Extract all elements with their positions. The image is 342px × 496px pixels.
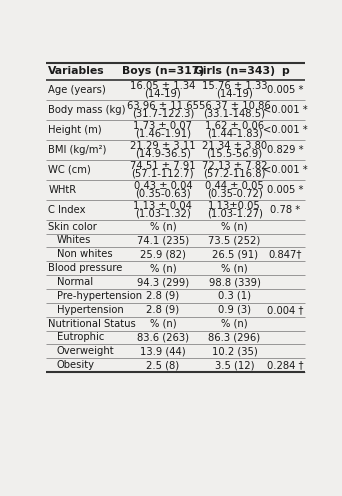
Text: % (n): % (n) [221,263,248,273]
Text: 2.8 (9): 2.8 (9) [146,305,180,315]
Text: (33.1-148.5): (33.1-148.5) [203,108,265,118]
Text: BMI (kg/m²): BMI (kg/m²) [48,145,107,155]
Text: Blood pressure: Blood pressure [48,263,122,273]
Text: 0.004 †: 0.004 † [267,305,304,315]
Text: Nutritional Status: Nutritional Status [48,318,136,329]
Text: 0.44 ± 0.05: 0.44 ± 0.05 [205,181,264,191]
Text: (1.44-1.83): (1.44-1.83) [207,128,262,138]
Text: (57.2-116.8): (57.2-116.8) [203,168,266,178]
Text: Variables: Variables [48,66,105,76]
Text: 21.34 ± 3.80: 21.34 ± 3.80 [202,141,267,151]
Text: 63.96 ± 11.65: 63.96 ± 11.65 [127,101,199,111]
Text: Normal: Normal [57,277,93,287]
Text: 98.8 (339): 98.8 (339) [209,277,261,287]
Text: 0.005 *: 0.005 * [267,185,304,194]
Text: C Index: C Index [48,205,86,215]
Text: (1.46-1.91): (1.46-1.91) [135,128,191,138]
Text: Eutrophic: Eutrophic [57,332,104,343]
Text: 0.9 (3): 0.9 (3) [218,305,251,315]
Text: 2.8 (9): 2.8 (9) [146,291,180,301]
Text: 0.284 †: 0.284 † [267,360,304,370]
Text: 0.43 ± 0.04: 0.43 ± 0.04 [134,181,192,191]
Text: 86.3 (296): 86.3 (296) [209,332,261,343]
Text: 3.5 (12): 3.5 (12) [215,360,254,370]
Text: 2.5 (8): 2.5 (8) [146,360,180,370]
Text: Body mass (kg): Body mass (kg) [48,105,126,115]
Text: (1.03-1.27): (1.03-1.27) [207,208,263,218]
Text: (14-19): (14-19) [216,88,253,98]
Text: 16.05 ± 1.34: 16.05 ± 1.34 [130,81,196,91]
Text: (31.7-122.3): (31.7-122.3) [132,108,194,118]
Text: 74.1 (235): 74.1 (235) [137,236,189,246]
Text: % (n): % (n) [221,222,248,232]
Text: <0.001 *: <0.001 * [263,105,308,115]
Text: % (n): % (n) [149,318,176,329]
Text: 0.005 *: 0.005 * [267,84,304,95]
Text: Age (years): Age (years) [48,84,106,95]
Text: Height (m): Height (m) [48,124,102,134]
Text: 72.13 ± 7.82: 72.13 ± 7.82 [202,161,267,171]
Text: 0.78 *: 0.78 * [270,205,301,215]
Text: 1.13 ± 0.04: 1.13 ± 0.04 [133,201,192,211]
Text: 13.9 (44): 13.9 (44) [140,346,186,356]
Text: (15.5-56.9): (15.5-56.9) [207,148,263,158]
Text: 94.3 (299): 94.3 (299) [137,277,189,287]
Text: 0.3 (1): 0.3 (1) [218,291,251,301]
Text: (57.1-112.7): (57.1-112.7) [132,168,194,178]
Text: 26.5 (91): 26.5 (91) [212,249,258,259]
Text: 83.6 (263): 83.6 (263) [137,332,189,343]
Text: 74.51 ± 7.91: 74.51 ± 7.91 [130,161,196,171]
Text: 1.13±0.05: 1.13±0.05 [208,201,261,211]
Text: Overweight: Overweight [57,346,114,356]
Text: Boys (n=317): Boys (n=317) [122,66,204,76]
Text: Skin color: Skin color [48,222,97,232]
Text: (0.35-0.63): (0.35-0.63) [135,188,191,198]
Text: Girls (n=343): Girls (n=343) [194,66,275,76]
Text: (14-19): (14-19) [145,88,181,98]
Text: <0.001 *: <0.001 * [263,124,308,134]
Text: Non whites: Non whites [57,249,112,259]
Text: 25.9 (82): 25.9 (82) [140,249,186,259]
Text: <0.001 *: <0.001 * [263,165,308,175]
Text: (14.9-36.5): (14.9-36.5) [135,148,191,158]
Text: % (n): % (n) [149,222,176,232]
Text: 1.62 ± 0.06: 1.62 ± 0.06 [205,121,264,131]
Text: 0.829 *: 0.829 * [267,145,304,155]
Text: WC (cm): WC (cm) [48,165,91,175]
Text: WHtR: WHtR [48,185,76,194]
Text: 10.2 (35): 10.2 (35) [212,346,258,356]
Text: 15.76 ± 1.33: 15.76 ± 1.33 [202,81,267,91]
Text: p: p [281,66,289,76]
Text: % (n): % (n) [149,263,176,273]
Text: % (n): % (n) [221,318,248,329]
Text: 56.37 ± 10.86: 56.37 ± 10.86 [199,101,271,111]
Text: Obesity: Obesity [57,360,95,370]
Text: (0.35-0.72): (0.35-0.72) [207,188,262,198]
Text: 0.847†: 0.847† [268,249,302,259]
Text: 1.73 ± 0.07: 1.73 ± 0.07 [133,121,192,131]
Text: Pre-hypertension: Pre-hypertension [57,291,142,301]
Text: Whites: Whites [57,236,91,246]
Text: Hypertension: Hypertension [57,305,123,315]
Text: 21.29 ± 3.11: 21.29 ± 3.11 [130,141,196,151]
Text: (1.03-1.32): (1.03-1.32) [135,208,191,218]
Text: 73.5 (252): 73.5 (252) [208,236,261,246]
